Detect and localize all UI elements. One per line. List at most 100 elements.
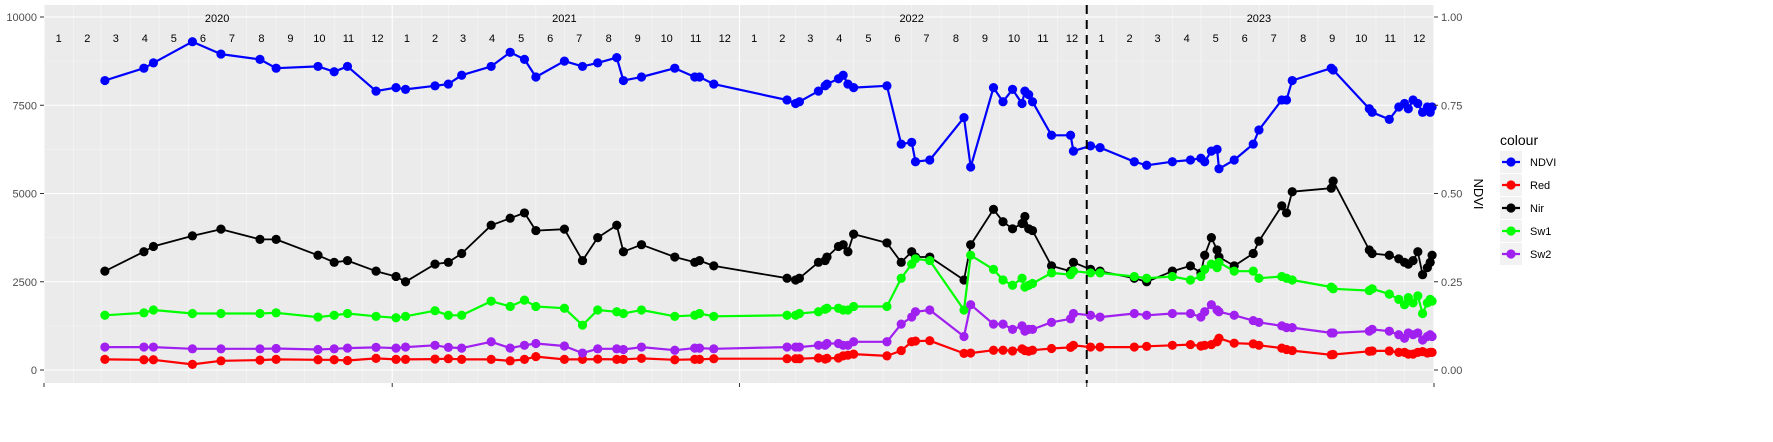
point-ndvi	[1095, 143, 1105, 153]
legend-label: Sw2	[1530, 249, 1551, 261]
point-red	[255, 355, 265, 365]
point-nir	[1427, 250, 1437, 260]
point-sw1	[1248, 266, 1258, 276]
series-line-ndvi	[104, 40, 1434, 170]
month-label: 12	[1066, 33, 1078, 45]
point-red	[1095, 342, 1105, 352]
point-sw1	[1027, 278, 1038, 289]
point-ndvi	[391, 83, 401, 93]
point-sw2	[1167, 308, 1177, 319]
point-nir	[1367, 248, 1377, 259]
point-sw1	[1328, 284, 1338, 294]
month-label: 10	[1008, 33, 1020, 45]
point-nir	[782, 273, 792, 283]
point-sw1	[391, 313, 401, 323]
point-ndvi	[1403, 104, 1413, 114]
point-red	[925, 336, 935, 346]
point-sw2	[1229, 310, 1239, 320]
point-ndvi	[1281, 95, 1292, 105]
month-label: 1	[1098, 33, 1104, 45]
point-sw1	[443, 310, 453, 320]
point-ndvi	[1027, 97, 1038, 107]
point-sw2	[1068, 308, 1079, 319]
series-ndvi	[100, 37, 1437, 174]
point-ndvi	[838, 70, 848, 80]
point-sw1	[430, 306, 440, 316]
point-nir	[255, 234, 265, 244]
point-ndvi	[187, 37, 198, 47]
point-ndvi	[1212, 144, 1222, 154]
point-nir	[443, 257, 453, 267]
point-red	[519, 354, 530, 365]
point-sw2	[313, 344, 323, 355]
month-label: 1	[751, 33, 757, 45]
point-sw1	[618, 308, 629, 319]
point-sw1	[342, 308, 353, 319]
point-ndvi	[694, 72, 705, 82]
series-line-nir	[104, 180, 1433, 283]
point-nir	[271, 234, 281, 244]
point-red	[505, 356, 515, 366]
point-red	[187, 359, 198, 369]
month-label: 8	[953, 33, 959, 45]
point-ndvi	[1214, 164, 1224, 174]
point-ndvi	[1328, 65, 1338, 75]
month-label: 7	[923, 33, 929, 45]
point-red	[636, 353, 647, 363]
point-sw1	[577, 320, 588, 330]
point-red	[1027, 345, 1038, 355]
point-sw1	[1200, 264, 1210, 274]
point-sw2	[1095, 312, 1105, 322]
point-sw1	[1095, 268, 1105, 278]
point-sw1	[910, 254, 921, 264]
point-sw2	[959, 331, 969, 342]
point-sw2	[342, 343, 353, 353]
series-nir	[100, 176, 1437, 287]
point-red	[882, 351, 892, 361]
point-sw1	[1254, 273, 1264, 283]
point-sw2	[1413, 328, 1423, 338]
legend-title: colour	[1500, 132, 1538, 148]
point-nir	[577, 255, 588, 266]
point-sw1	[1046, 268, 1057, 278]
point-red	[1046, 343, 1057, 354]
point-sw2	[694, 343, 705, 353]
point-nir	[391, 271, 401, 282]
point-ndvi	[1427, 102, 1437, 112]
point-sw1	[794, 308, 805, 319]
legend-key-point	[1506, 180, 1516, 190]
point-sw1	[271, 308, 281, 318]
point-nir	[794, 273, 805, 283]
point-sw2	[966, 300, 976, 310]
point-nir	[1254, 236, 1264, 246]
month-label: 1	[56, 33, 62, 45]
month-label: 9	[1329, 33, 1335, 45]
point-ndvi	[1167, 157, 1177, 167]
point-ndvi	[1248, 139, 1258, 149]
month-label: 4	[1184, 33, 1190, 45]
point-nir	[1384, 250, 1394, 260]
point-red	[430, 354, 440, 364]
point-sw2	[794, 342, 805, 352]
point-sw2	[670, 345, 680, 355]
point-ndvi	[1085, 141, 1096, 151]
point-ndvi	[148, 58, 159, 68]
month-label: 8	[258, 33, 264, 45]
month-label: 10	[1355, 33, 1367, 45]
point-ndvi	[966, 162, 976, 172]
point-ndvi	[636, 72, 647, 82]
point-ndvi	[709, 79, 719, 89]
point-nir	[1248, 248, 1258, 259]
legend-item-red: Red	[1500, 174, 1550, 196]
month-label: 6	[1242, 33, 1248, 45]
point-nir	[187, 231, 198, 241]
point-sw1	[1408, 298, 1418, 308]
point-sw2	[519, 340, 530, 350]
point-red	[1142, 341, 1152, 351]
point-sw2	[822, 338, 832, 349]
series-layer	[100, 37, 1437, 369]
point-sw2	[443, 342, 453, 353]
point-nir	[559, 224, 570, 234]
point-red	[313, 355, 323, 365]
legend-item-sw2: Sw2	[1500, 243, 1551, 265]
